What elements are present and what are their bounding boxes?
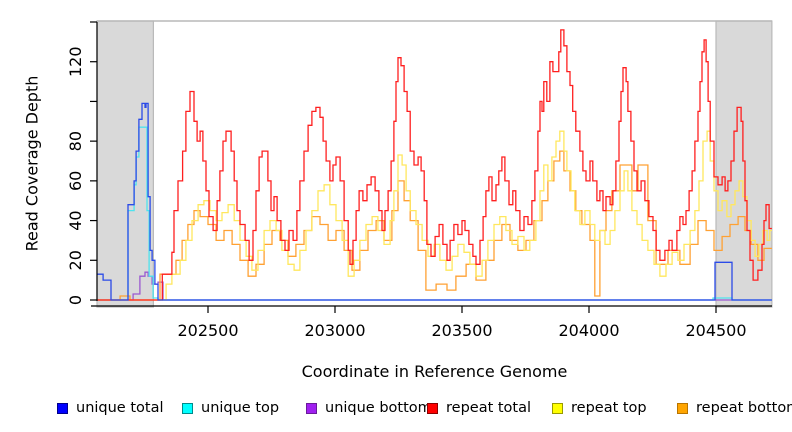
- legend-label: repeat bottom: [696, 400, 792, 416]
- legend-swatch-unique-top: [182, 402, 193, 414]
- legend-swatch-repeat-top: [552, 402, 563, 414]
- legend-item-repeat-total: repeat total: [427, 400, 531, 416]
- legend-swatch-unique-bottom: [306, 402, 317, 414]
- legend-swatch-unique-total: [57, 402, 68, 414]
- x-tick-label: 204500: [685, 321, 746, 340]
- series-repeat-bottom: [97, 150, 772, 301]
- y-tick-label: 0: [66, 295, 85, 305]
- legend-label: unique top: [201, 400, 280, 416]
- x-tick-label: 203000: [304, 321, 365, 340]
- x-tick-label: 202500: [177, 321, 238, 340]
- x-tick-label: 203500: [431, 321, 492, 340]
- legend-item-unique-top: unique top: [182, 400, 279, 416]
- series-repeat-total: [97, 29, 772, 301]
- y-tick-label: 80: [66, 131, 85, 151]
- legend-item-repeat-bottom: repeat bottom: [677, 400, 792, 416]
- legend-item-repeat-top: repeat top: [552, 400, 647, 416]
- series-unique-total: [97, 102, 772, 301]
- x-axis-label: Coordinate in Reference Genome: [301, 362, 568, 381]
- legend-label: unique total: [76, 400, 164, 416]
- series-repeat-top: [97, 130, 772, 301]
- y-axis-label: Read Coverage Depth: [22, 75, 42, 252]
- y-tick-label: 40: [66, 210, 85, 230]
- legend-label: repeat total: [446, 400, 532, 416]
- chart-legend: unique total unique top unique bottom repea…: [0, 400, 792, 420]
- series-unique-bottom: [97, 271, 772, 301]
- y-tick-label: 20: [66, 250, 85, 270]
- y-tick-label: 60: [66, 171, 85, 191]
- legend-label: repeat top: [571, 400, 647, 416]
- y-tick-label: 120: [66, 46, 85, 77]
- legend-swatch-repeat-bottom: [677, 402, 688, 414]
- legend-swatch-repeat-total: [427, 402, 438, 414]
- legend-item-unique-bottom: unique bottom: [306, 400, 432, 416]
- legend-item-unique-total: unique total: [57, 400, 164, 416]
- x-tick-label: 204000: [558, 321, 619, 340]
- highlight-region: [96, 20, 154, 308]
- legend-label: unique bottom: [325, 400, 432, 416]
- highlight-region: [715, 20, 773, 308]
